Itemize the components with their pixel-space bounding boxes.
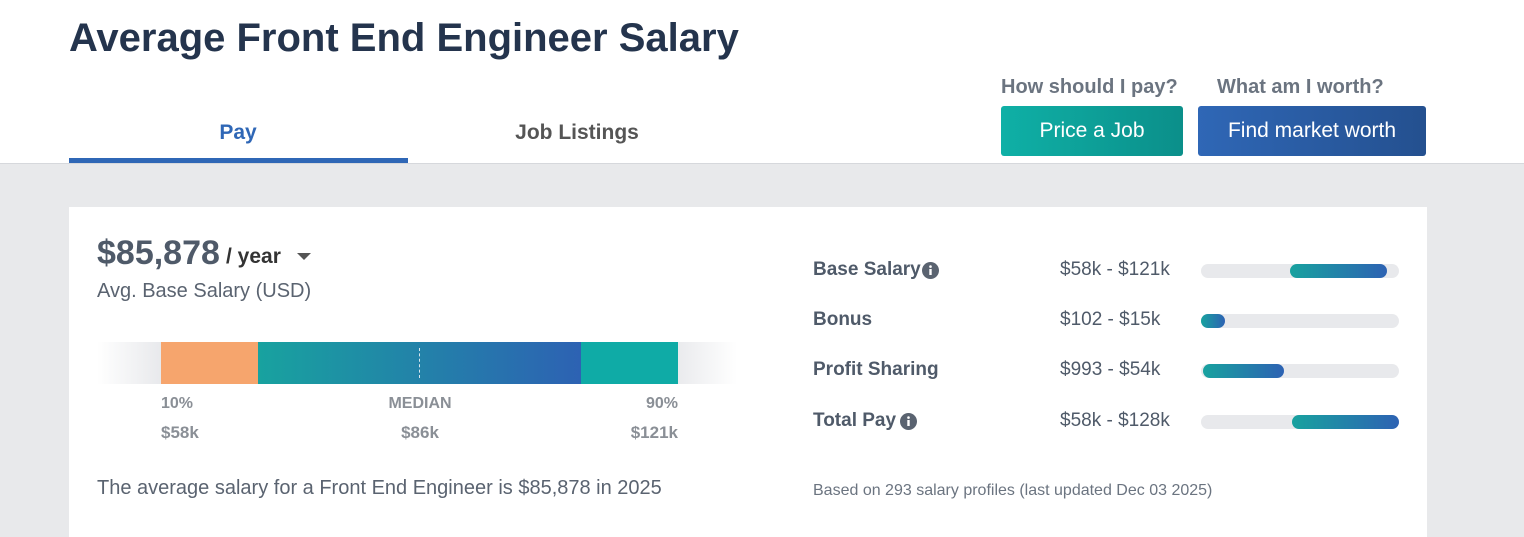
prompt: What am I worth? bbox=[1217, 76, 1384, 98]
row-range: $993 - $54k bbox=[1060, 359, 1161, 380]
row-label: Bonus bbox=[813, 309, 873, 330]
info-icon[interactable] bbox=[922, 262, 939, 279]
row-track bbox=[1201, 364, 1399, 378]
row-track bbox=[1201, 264, 1399, 278]
marker-value: $121k bbox=[630, 423, 678, 442]
marker-value: $58k bbox=[161, 423, 199, 442]
footnote: Based on 293 salary profiles (last updat… bbox=[813, 482, 1213, 499]
row-track bbox=[1201, 314, 1399, 328]
caption: Avg. Base Salary (USD) bbox=[97, 280, 312, 302]
amount: $85,878 bbox=[97, 234, 220, 272]
summary-sentence: The average salary for a Front End Engin… bbox=[97, 477, 662, 499]
row-bar bbox=[1292, 415, 1399, 429]
row-range: $58k - $121k bbox=[1060, 259, 1170, 280]
row-label: Total Pay bbox=[813, 410, 897, 431]
caret[interactable] bbox=[297, 253, 311, 261]
row-label: Profit Sharing bbox=[813, 359, 939, 380]
marker-value: $86k bbox=[401, 423, 439, 442]
range-low bbox=[161, 342, 258, 384]
row-range: $102 - $15k bbox=[1060, 309, 1161, 330]
tab[interactable]: Job Listings bbox=[515, 121, 639, 144]
prompt: How should I pay? bbox=[1001, 76, 1178, 98]
marker-label: 90% bbox=[645, 395, 678, 412]
info-icon[interactable] bbox=[900, 413, 917, 430]
button[interactable]: Price a Job bbox=[1001, 106, 1183, 156]
page-title: Average Front End Engineer Salary bbox=[69, 16, 739, 60]
median-line bbox=[419, 348, 420, 378]
marker-label: MEDIAN bbox=[388, 395, 452, 412]
button[interactable]: Find market worth bbox=[1198, 106, 1426, 156]
marker-label: 10% bbox=[161, 395, 194, 412]
row-track bbox=[1201, 415, 1399, 429]
row-bar bbox=[1201, 314, 1225, 328]
row-bar bbox=[1290, 264, 1387, 278]
range-high bbox=[581, 342, 678, 384]
period[interactable]: / year bbox=[226, 245, 281, 268]
tab-underline bbox=[69, 158, 408, 163]
tab[interactable]: Pay bbox=[219, 121, 257, 144]
row-label: Base Salary bbox=[813, 259, 921, 280]
row-bar bbox=[1203, 364, 1284, 378]
row-range: $58k - $128k bbox=[1060, 410, 1170, 431]
